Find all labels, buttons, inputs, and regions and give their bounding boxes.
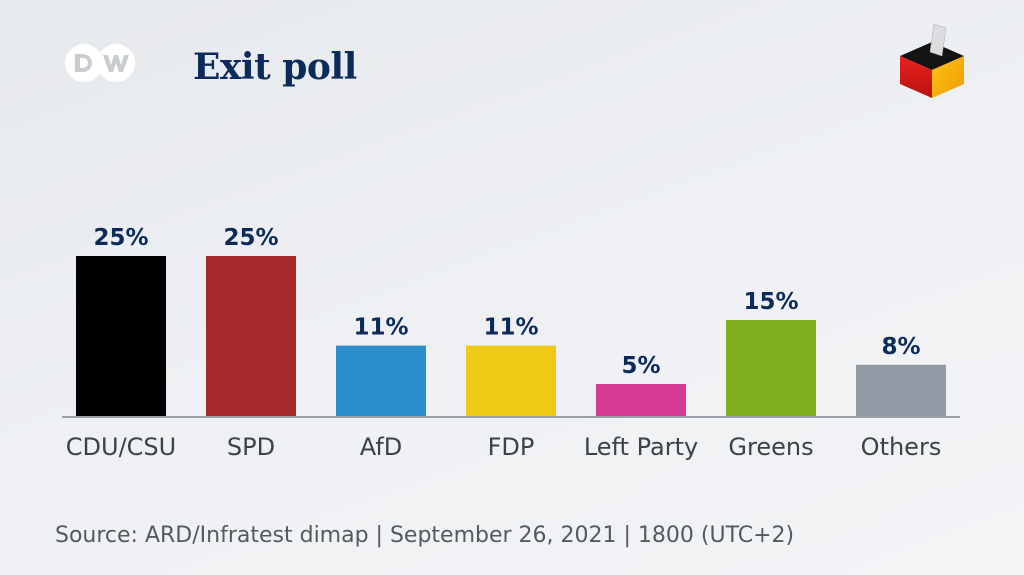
bar-0	[76, 256, 166, 416]
category-label: Left Party	[584, 433, 698, 461]
dw-logo	[65, 44, 135, 82]
source-note: Source: ARD/Infratest dimap | September …	[55, 523, 795, 548]
data-label: 11%	[353, 315, 408, 341]
bar-chart: 25% CDU/CSU 25% SPD 11% AfD 11% FDP 5% Left Party…	[62, 225, 960, 461]
bar-4	[596, 384, 686, 416]
data-label: 25%	[223, 225, 278, 251]
ballot-box-icon	[900, 23, 964, 98]
data-label: 11%	[483, 315, 538, 341]
page-title: Exit poll	[193, 46, 357, 88]
data-label: 25%	[93, 225, 148, 251]
bar-6	[856, 364, 946, 416]
data-label: 5%	[621, 353, 660, 379]
bar-2	[336, 345, 426, 416]
category-label: FDP	[488, 433, 535, 461]
bar-5	[726, 320, 816, 416]
category-label: AfD	[360, 433, 403, 461]
data-label: 8%	[881, 334, 920, 360]
bar-3	[466, 345, 556, 416]
data-label: 15%	[743, 289, 798, 315]
category-label: CDU/CSU	[66, 433, 176, 461]
category-label: Greens	[728, 433, 813, 461]
category-label: Others	[861, 433, 942, 461]
bar-1	[206, 256, 296, 416]
category-label: SPD	[227, 433, 275, 461]
